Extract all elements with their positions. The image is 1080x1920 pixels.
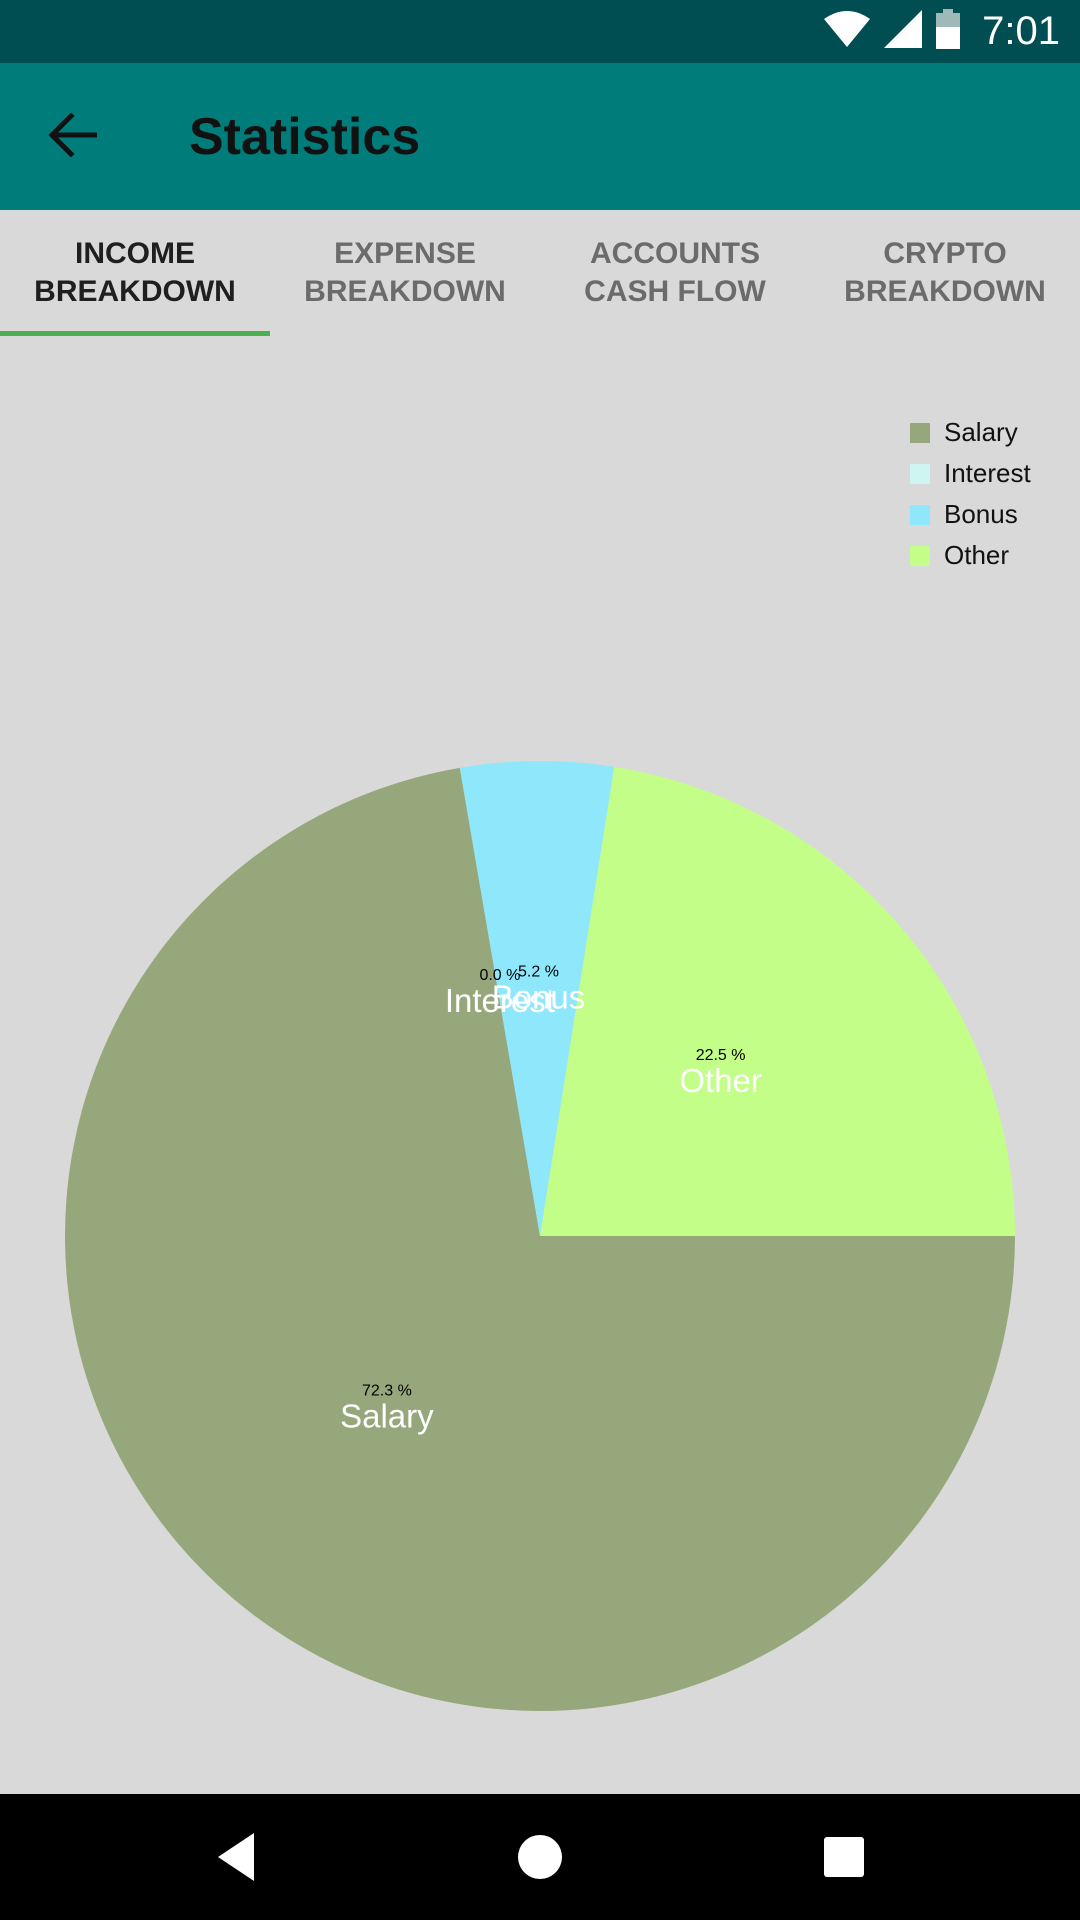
back-button[interactable] — [34, 99, 110, 175]
tab-label: INCOME BREAKDOWN — [34, 237, 236, 308]
legend-swatch — [910, 463, 930, 484]
pie-value-label-bonus: 5.2 % — [518, 964, 559, 981]
legend-swatch — [910, 422, 930, 443]
navigation-bar — [0, 1794, 1080, 1920]
page-title: Statistics — [189, 108, 421, 166]
legend-label: Interest — [944, 458, 1031, 488]
home-circle-icon — [518, 1835, 562, 1879]
pie-category-label-bonus: Bonus — [492, 979, 586, 1016]
legend-item-bonus: Bonus — [910, 494, 1031, 535]
pie-slice-bonus[interactable] — [459, 761, 615, 1236]
status-icons: 7:01 — [824, 0, 1060, 63]
legend-item-other: Other — [910, 535, 1031, 576]
battery-icon — [936, 9, 961, 54]
tab-label: EXPENSE BREAKDOWN — [304, 237, 506, 308]
legend-item-interest: Interest — [910, 453, 1031, 494]
legend-label: Salary — [944, 417, 1018, 447]
cell-signal-icon — [884, 10, 923, 53]
tab-income-breakdown[interactable]: INCOME BREAKDOWN — [0, 210, 270, 336]
tab-expense-breakdown[interactable]: EXPENSE BREAKDOWN — [270, 210, 540, 336]
back-triangle-icon — [218, 1833, 254, 1881]
legend-item-salary: Salary — [910, 412, 1031, 453]
status-bar: 7:01 — [0, 0, 1080, 63]
recents-square-icon — [824, 1837, 864, 1877]
nav-back-button[interactable] — [206, 1827, 266, 1887]
tab-indicator — [0, 331, 270, 336]
chart-legend: Salary Interest Bonus Other — [910, 412, 1031, 576]
pie-slice-salary[interactable] — [64, 767, 1016, 1711]
legend-label: Other — [944, 540, 1010, 570]
pie-value-label-other: 22.5 % — [696, 1047, 746, 1064]
legend-label: Bonus — [944, 499, 1018, 529]
tab-label: CRYPTO BREAKDOWN — [844, 237, 1046, 308]
pie-category-label-interest: Interest — [445, 982, 555, 1019]
pie-value-label-salary: 72.3 % — [362, 1383, 412, 1400]
status-time: 7:01 — [982, 9, 1060, 53]
tab-bar: INCOME BREAKDOWN EXPENSE BREAKDOWN ACCOU… — [0, 210, 1080, 336]
pie-category-label-other: Other — [679, 1062, 762, 1099]
tab-crypto-breakdown[interactable]: CRYPTO BREAKDOWN — [810, 210, 1080, 336]
tab-label: ACCOUNTS CASH FLOW — [584, 237, 766, 308]
legend-swatch — [910, 545, 930, 566]
wifi-icon — [824, 11, 871, 52]
toolbar: Statistics — [0, 63, 1080, 210]
tab-accounts-cash-flow[interactable]: ACCOUNTS CASH FLOW — [540, 210, 810, 336]
pie-value-label-interest: 0.0 % — [479, 967, 520, 984]
nav-home-button[interactable] — [510, 1827, 570, 1887]
pie-slice-other[interactable] — [540, 766, 1015, 1236]
arrow-left-icon — [47, 111, 98, 162]
income-pie-chart[interactable]: 72.3 % Salary 0.0 % Interest 5.2 % Bonus 22.5 … — [0, 336, 1080, 1794]
legend-swatch — [910, 504, 930, 525]
nav-recents-button[interactable] — [814, 1827, 874, 1887]
pie-category-label-salary: Salary — [340, 1398, 434, 1435]
